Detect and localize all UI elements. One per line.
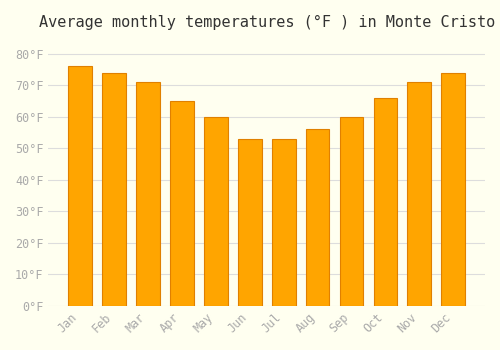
Bar	[102, 73, 126, 306]
Bar	[68, 66, 92, 306]
Title: Average monthly temperatures (°F ) in Monte Cristo: Average monthly temperatures (°F ) in Mo…	[38, 15, 495, 30]
Bar	[306, 130, 330, 306]
Bar	[136, 82, 160, 306]
Bar	[238, 139, 262, 306]
Bar	[442, 73, 465, 306]
Bar	[340, 117, 363, 306]
Bar	[170, 101, 194, 306]
Bar	[408, 82, 431, 306]
Bar	[204, 117, 228, 306]
Bar	[374, 98, 398, 306]
Bar	[272, 139, 295, 306]
